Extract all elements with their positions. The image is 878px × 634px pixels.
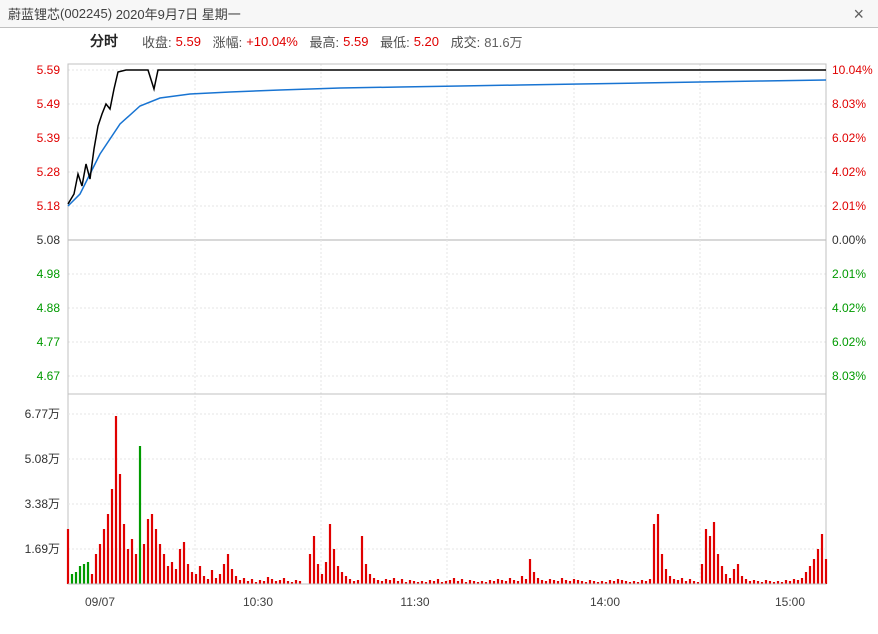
svg-text:15:00: 15:00 <box>775 595 805 609</box>
svg-text:5.39: 5.39 <box>37 131 61 145</box>
change-label: 涨幅: <box>213 32 243 51</box>
svg-text:4.02%: 4.02% <box>832 165 866 179</box>
svg-text:8.03%: 8.03% <box>832 369 866 383</box>
title-weekday: 星期一 <box>202 4 241 23</box>
close-value: 5.59 <box>176 34 201 49</box>
svg-text:2.01%: 2.01% <box>832 267 866 281</box>
svg-text:5.08万: 5.08万 <box>25 452 60 466</box>
svg-text:8.03%: 8.03% <box>832 97 866 111</box>
volume-label: 成交: <box>451 32 481 51</box>
svg-text:4.98: 4.98 <box>37 267 61 281</box>
svg-text:5.08: 5.08 <box>37 233 61 247</box>
stats-row: 分时 收盘: 5.59 涨幅: +10.04% 最高: 5.59 最低: 5.2… <box>0 28 878 54</box>
svg-text:4.77: 4.77 <box>37 335 61 349</box>
title-date: 2020年9月7日 <box>116 4 198 23</box>
stock-code: (002245) <box>60 6 112 21</box>
svg-text:09/07: 09/07 <box>85 595 115 609</box>
svg-text:1.69万: 1.69万 <box>25 542 60 556</box>
chart-area: 5.59 5.49 5.39 5.28 5.18 5.08 4.98 4.88 4.77 4.67… <box>0 54 878 634</box>
svg-text:5.18: 5.18 <box>37 199 61 213</box>
chart-svg: 5.59 5.49 5.39 5.28 5.18 5.08 4.98 4.88 4.77 4.67… <box>0 54 878 634</box>
svg-text:14:00: 14:00 <box>590 595 620 609</box>
svg-text:2.01%: 2.01% <box>832 199 866 213</box>
tab-intraday[interactable]: 分时 <box>90 31 118 51</box>
low-value: 5.20 <box>414 34 439 49</box>
svg-text:4.88: 4.88 <box>37 301 61 315</box>
svg-text:10.04%: 10.04% <box>832 63 873 77</box>
svg-text:4.67: 4.67 <box>37 369 61 383</box>
svg-text:5.49: 5.49 <box>37 97 61 111</box>
svg-text:6.02%: 6.02% <box>832 335 866 349</box>
svg-text:10:30: 10:30 <box>243 595 273 609</box>
svg-text:5.28: 5.28 <box>37 165 61 179</box>
window-titlebar: 蔚蓝锂芯 (002245) 2020年9月7日 星期一 × <box>0 0 878 28</box>
change-value: +10.04% <box>246 34 298 49</box>
close-label: 收盘: <box>142 32 172 51</box>
svg-text:4.02%: 4.02% <box>832 301 866 315</box>
svg-text:0.00%: 0.00% <box>832 233 866 247</box>
stock-name: 蔚蓝锂芯 <box>8 4 60 23</box>
svg-text:3.38万: 3.38万 <box>25 497 60 511</box>
svg-text:6.77万: 6.77万 <box>25 407 60 421</box>
low-label: 最低: <box>380 32 410 51</box>
close-icon[interactable]: × <box>847 5 870 23</box>
high-value: 5.59 <box>343 34 368 49</box>
svg-text:6.02%: 6.02% <box>832 131 866 145</box>
volume-value: 81.6万 <box>484 32 522 51</box>
high-label: 最高: <box>310 32 340 51</box>
svg-text:11:30: 11:30 <box>400 595 429 609</box>
svg-text:5.59: 5.59 <box>37 63 61 77</box>
